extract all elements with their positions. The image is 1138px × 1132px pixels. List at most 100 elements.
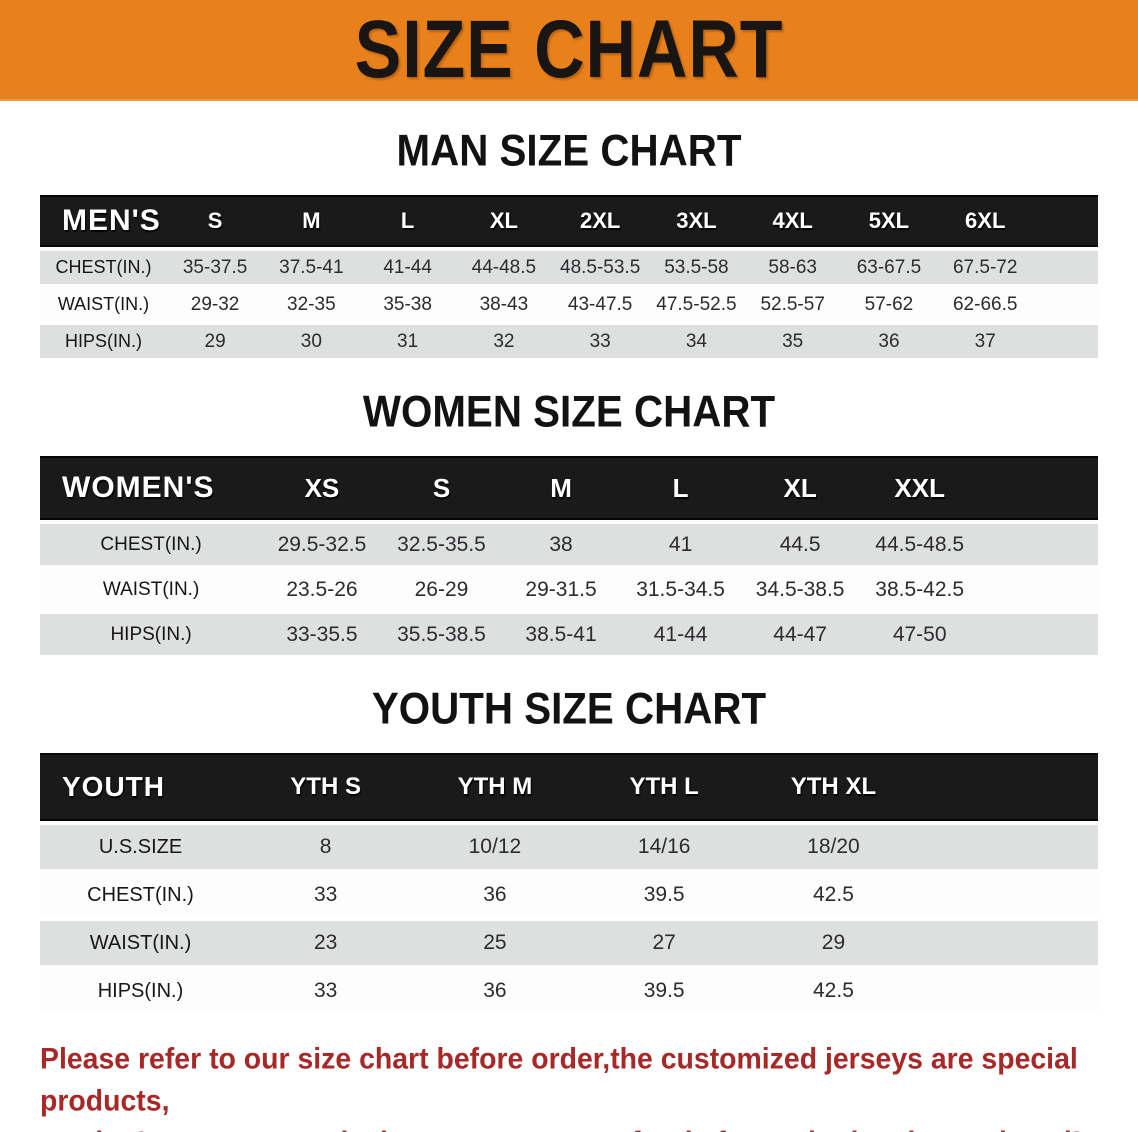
spacer-cell	[979, 614, 1098, 655]
spacer-cell	[918, 825, 1098, 869]
table-cell: 38.5-41	[501, 614, 621, 655]
table-cell: 44-48.5	[455, 251, 553, 284]
youth-size-table: YOUTH YTH S YTH M YTH L YTH XL U.S.SIZE …	[40, 749, 1098, 1017]
women-column-header: M	[501, 456, 621, 520]
table-cell: 44.5	[740, 524, 860, 565]
table-cell: 39.5	[579, 873, 749, 917]
disclaimer-line-1: Please refer to our size chart before or…	[40, 1043, 1078, 1118]
table-cell: 18/20	[748, 825, 919, 869]
table-cell: 10/12	[410, 825, 580, 869]
women-section-heading: WOMEN SIZE CHART	[362, 386, 776, 437]
table-cell: 42.5	[748, 969, 919, 1013]
table-cell: 42.5	[748, 873, 919, 917]
row-label: U.S.SIZE	[40, 825, 242, 869]
table-cell: 29	[748, 921, 919, 965]
table-cell: 41-44	[359, 251, 456, 284]
row-label: HIPS(IN.)	[40, 614, 263, 655]
table-cell: 47-50	[859, 614, 980, 655]
table-cell: 34	[648, 325, 745, 358]
row-label: CHEST(IN.)	[40, 873, 242, 917]
table-cell: 39.5	[579, 969, 749, 1013]
men-group-label: MEN'S	[40, 195, 167, 247]
table-cell: 35	[744, 325, 841, 358]
youth-column-header: YTH L	[579, 753, 749, 821]
women-size-table: WOMEN'S XS S M L XL XXL CHEST(IN.) 29.5-…	[40, 452, 1098, 659]
table-cell: 33	[241, 969, 411, 1013]
women-chest-row: CHEST(IN.) 29.5-32.5 32.5-35.5 38 41 44.…	[40, 524, 1098, 565]
table-cell: 23.5-26	[262, 569, 382, 610]
table-cell: 43-47.5	[552, 288, 649, 321]
table-cell: 38-43	[455, 288, 553, 321]
men-header-row: MEN'S S M L XL 2XL 3XL 4XL 5XL 6XL	[40, 195, 1098, 247]
table-cell: 41	[620, 524, 741, 565]
men-section-heading: MAN SIZE CHART	[396, 125, 742, 176]
spacer-cell	[1033, 195, 1098, 247]
table-cell: 32.5-35.5	[381, 524, 502, 565]
table-cell: 44-47	[740, 614, 860, 655]
table-cell: 36	[410, 969, 580, 1013]
table-cell: 57-62	[840, 288, 938, 321]
men-column-header: 2XL	[552, 195, 649, 247]
table-cell: 23	[241, 921, 411, 965]
table-cell: 38.5-42.5	[859, 569, 980, 610]
table-cell: 29.5-32.5	[262, 524, 382, 565]
table-cell: 41-44	[620, 614, 741, 655]
row-label: CHEST(IN.)	[40, 524, 263, 565]
youth-waist-row: WAIST(IN.) 23 25 27 29	[40, 921, 1098, 965]
spacer-cell	[979, 569, 1098, 610]
table-cell: 44.5-48.5	[859, 524, 980, 565]
table-cell: 33-35.5	[262, 614, 382, 655]
disclaimer-line-2: we don't accept cancel, change, teturn o…	[40, 1127, 1081, 1132]
table-cell: 33	[241, 873, 411, 917]
women-column-header: XL	[740, 456, 860, 520]
table-cell: 30	[263, 325, 360, 358]
youth-section-heading: YOUTH SIZE CHART	[371, 683, 767, 734]
table-cell: 36	[840, 325, 938, 358]
women-header-row: WOMEN'S XS S M L XL XXL	[40, 456, 1098, 520]
women-waist-row: WAIST(IN.) 23.5-26 26-29 29-31.5 31.5-34…	[40, 569, 1098, 610]
women-column-header: XS	[262, 456, 382, 520]
spacer-cell	[1033, 325, 1098, 358]
youth-chest-row: CHEST(IN.) 33 36 39.5 42.5	[40, 873, 1098, 917]
row-label: WAIST(IN.)	[40, 921, 242, 965]
table-cell: 38	[501, 524, 621, 565]
women-column-header: XXL	[859, 456, 980, 520]
table-cell: 35.5-38.5	[381, 614, 502, 655]
table-cell: 27	[579, 921, 749, 965]
spacer-cell	[918, 921, 1098, 965]
men-column-header: XL	[455, 195, 553, 247]
men-column-header: 3XL	[648, 195, 745, 247]
table-cell: 48.5-53.5	[552, 251, 649, 284]
table-cell: 67.5-72	[937, 251, 1034, 284]
spacer-cell	[918, 753, 1098, 821]
table-cell: 37	[937, 325, 1034, 358]
men-section: MAN SIZE CHART MEN'S S M L XL 2XL 3XL 4X…	[0, 125, 1138, 362]
table-cell: 52.5-57	[744, 288, 841, 321]
spacer-cell	[979, 456, 1098, 520]
spacer-cell	[918, 969, 1098, 1013]
table-cell: 35-38	[359, 288, 456, 321]
women-section: WOMEN SIZE CHART WOMEN'S XS S M L XL XXL	[0, 386, 1138, 659]
table-cell: 31.5-34.5	[620, 569, 741, 610]
table-cell: 25	[410, 921, 580, 965]
table-cell: 58-63	[744, 251, 841, 284]
spacer-cell	[1033, 251, 1098, 284]
youth-header-row: YOUTH YTH S YTH M YTH L YTH XL	[40, 753, 1098, 821]
spacer-cell	[1033, 288, 1098, 321]
row-label: HIPS(IN.)	[40, 325, 167, 358]
men-column-header: 4XL	[744, 195, 841, 247]
table-cell: 33	[552, 325, 649, 358]
men-column-header: 5XL	[840, 195, 938, 247]
table-cell: 63-67.5	[840, 251, 938, 284]
youth-hips-row: HIPS(IN.) 33 36 39.5 42.5	[40, 969, 1098, 1013]
row-label: WAIST(IN.)	[40, 569, 263, 610]
spacer-cell	[979, 524, 1098, 565]
table-cell: 34.5-38.5	[740, 569, 860, 610]
men-chest-row: CHEST(IN.) 35-37.5 37.5-41 41-44 44-48.5…	[40, 251, 1098, 284]
table-cell: 32-35	[263, 288, 360, 321]
table-cell: 35-37.5	[166, 251, 264, 284]
youth-section: YOUTH SIZE CHART YOUTH YTH S YTH M YTH L…	[0, 683, 1138, 1017]
men-size-table: MEN'S S M L XL 2XL 3XL 4XL 5XL 6XL CHEST…	[40, 191, 1098, 362]
row-label: HIPS(IN.)	[40, 969, 242, 1013]
